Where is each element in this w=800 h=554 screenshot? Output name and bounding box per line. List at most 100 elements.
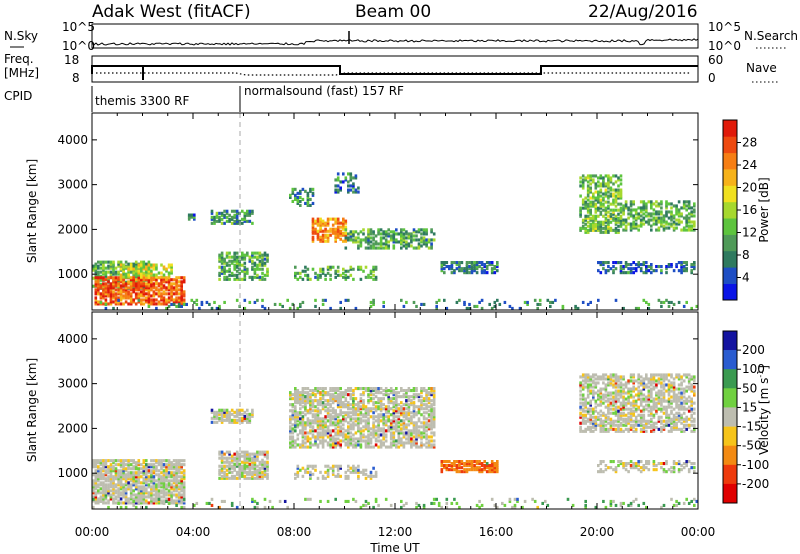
velocity-cell bbox=[122, 491, 125, 495]
velocity-cell bbox=[463, 468, 466, 472]
power-cell bbox=[170, 271, 173, 275]
velocity-cell bbox=[422, 397, 426, 401]
velocity-cell bbox=[422, 421, 426, 425]
velocity-cell bbox=[306, 470, 310, 474]
power-cell bbox=[119, 280, 123, 284]
power-cell bbox=[248, 257, 252, 261]
power-cell bbox=[642, 202, 646, 206]
power-cell bbox=[402, 228, 406, 232]
power-cell bbox=[662, 218, 666, 222]
velocity-cell bbox=[301, 466, 305, 470]
power-cell bbox=[579, 210, 582, 214]
power-cell bbox=[665, 267, 668, 271]
velocity-cell bbox=[122, 463, 125, 467]
power-cell bbox=[233, 273, 236, 277]
velocity-cell bbox=[241, 412, 244, 416]
power-cell bbox=[347, 190, 350, 194]
velocity-cell bbox=[306, 387, 310, 391]
velocity-cell bbox=[342, 415, 345, 419]
velocity-cell bbox=[357, 419, 360, 423]
power-cell bbox=[180, 288, 183, 292]
velocity-cell bbox=[586, 419, 590, 423]
velocity-cell bbox=[314, 435, 317, 439]
velocity-cell bbox=[157, 493, 161, 497]
power-cell bbox=[299, 271, 302, 275]
velocity-cell bbox=[223, 452, 226, 456]
velocity-cell bbox=[599, 419, 603, 423]
velocity-cell bbox=[117, 495, 120, 499]
velocity-cell bbox=[604, 393, 608, 397]
velocity-cell bbox=[150, 493, 153, 497]
velocity-cell bbox=[607, 407, 610, 411]
power-cell bbox=[594, 228, 598, 232]
velocity-cell bbox=[364, 409, 368, 413]
power-cell bbox=[127, 270, 130, 274]
power-cell bbox=[94, 288, 98, 292]
power-cell bbox=[258, 277, 262, 281]
power-cell bbox=[374, 240, 378, 244]
power-cell bbox=[622, 220, 625, 224]
power-cell bbox=[301, 197, 305, 201]
velocity-cell bbox=[407, 423, 411, 427]
power-cell bbox=[475, 263, 479, 267]
velocity-cell bbox=[389, 433, 393, 437]
velocity-cell bbox=[261, 472, 264, 476]
velocity-cell bbox=[372, 445, 375, 449]
power-cell bbox=[117, 300, 120, 304]
power-cell bbox=[180, 298, 183, 302]
power-cell bbox=[104, 300, 108, 304]
velocity-cell bbox=[225, 456, 229, 460]
velocity-cell bbox=[314, 441, 317, 445]
velocity-cell bbox=[374, 409, 378, 413]
power-cell bbox=[657, 218, 661, 222]
power-cell bbox=[622, 228, 625, 232]
velocity-cell bbox=[336, 425, 340, 429]
velocity-cell bbox=[357, 443, 360, 447]
velocity-cell bbox=[400, 413, 403, 417]
velocity-cell bbox=[602, 419, 605, 423]
velocity-cell bbox=[622, 399, 625, 403]
velocity-cell bbox=[329, 413, 332, 417]
velocity-cell bbox=[180, 471, 183, 475]
velocity-cell bbox=[316, 425, 320, 429]
velocity-cell bbox=[301, 421, 305, 425]
velocity-cell bbox=[344, 417, 348, 421]
power-cell bbox=[311, 217, 315, 221]
velocity-cell bbox=[175, 495, 178, 499]
velocity-cell bbox=[175, 463, 178, 467]
velocity-cell bbox=[230, 408, 234, 412]
velocity-cell bbox=[382, 427, 385, 431]
velocity-cell bbox=[329, 421, 332, 425]
velocity-cell bbox=[592, 373, 595, 377]
velocity-cell bbox=[402, 409, 406, 413]
power-cell bbox=[392, 240, 396, 244]
velocity-cell bbox=[296, 397, 300, 401]
power-cell bbox=[693, 214, 696, 218]
velocity-cell bbox=[150, 475, 153, 479]
velocity-cell bbox=[336, 472, 340, 476]
power-cell bbox=[619, 178, 623, 182]
power-cell bbox=[235, 217, 239, 221]
velocity-cell bbox=[134, 499, 138, 503]
power-cell bbox=[586, 302, 590, 306]
velocity-cell bbox=[102, 493, 105, 497]
power-cell bbox=[415, 238, 418, 242]
power-cell bbox=[256, 263, 259, 267]
velocity-cell bbox=[415, 423, 418, 427]
velocity-cell bbox=[299, 431, 302, 435]
power-cell bbox=[140, 286, 143, 290]
velocity-cell bbox=[415, 405, 418, 409]
power-ytick-label: 3000 bbox=[57, 178, 88, 192]
velocity-cell bbox=[324, 464, 327, 468]
velocity-cell bbox=[427, 435, 431, 439]
power-cell bbox=[155, 292, 158, 296]
velocity-cell bbox=[119, 461, 123, 465]
velocity-cell bbox=[420, 389, 423, 393]
power-cell bbox=[407, 234, 411, 238]
velocity-cell bbox=[395, 387, 398, 391]
power-cell bbox=[597, 196, 600, 200]
velocity-cell bbox=[614, 405, 618, 409]
velocity-cell bbox=[468, 462, 471, 466]
power-cell bbox=[180, 292, 183, 296]
power-cell bbox=[617, 208, 620, 212]
